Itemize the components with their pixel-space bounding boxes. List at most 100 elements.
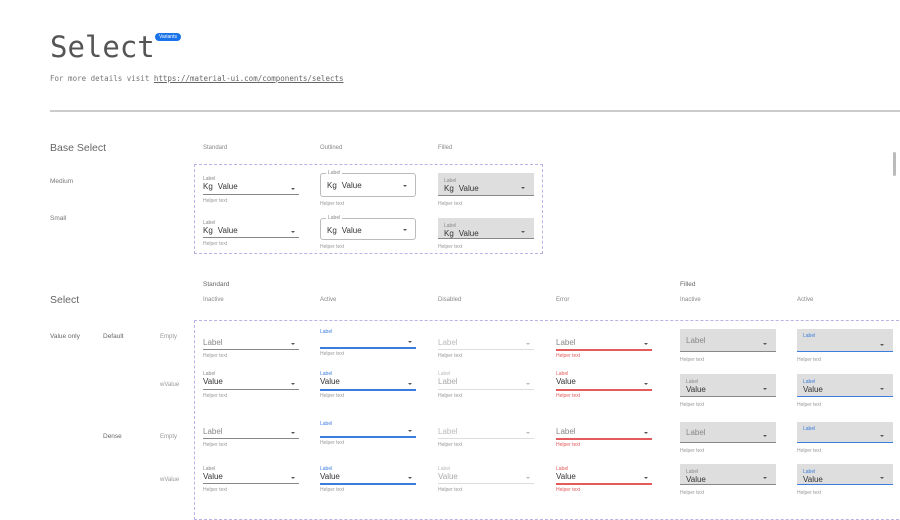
helper-text: Helper text: [203, 487, 228, 493]
select-field[interactable]: Label Helper text: [680, 329, 776, 363]
select-field[interactable]: Label Value Helper text: [797, 464, 893, 496]
select-placeholder: Label: [203, 338, 223, 347]
row-kind: Empty: [160, 434, 178, 440]
helper-text: Helper text: [320, 244, 345, 250]
helper-text: Helper text: [320, 201, 345, 207]
helper-text: Helper text: [320, 351, 345, 357]
select-field: Label Helper text: [438, 424, 534, 456]
select-field[interactable]: Label Kg Value Helper text: [203, 176, 299, 208]
select-field[interactable]: Label Value Helper text: [680, 374, 776, 408]
outline-box: [320, 218, 416, 240]
select-placeholder: Label: [438, 427, 458, 436]
dropdown-arrow-icon: [644, 383, 648, 385]
select-value: Label: [438, 377, 458, 386]
select-field[interactable]: Label Helper text: [320, 421, 416, 454]
filled-box: [797, 422, 893, 443]
select-value: Value: [438, 472, 458, 481]
value-text: Value: [320, 472, 340, 481]
variants-badge: Variants: [155, 33, 181, 41]
subtitle-text: For more details visit: [50, 74, 154, 83]
dropdown-arrow-icon: [408, 383, 412, 385]
base-select-heading: Base Select: [50, 142, 107, 154]
select-placeholder: Label: [686, 427, 706, 437]
base-row-small: Small: [50, 215, 67, 222]
row-kind: wValue: [160, 382, 180, 388]
select-field[interactable]: Label Helper text: [797, 422, 893, 454]
select-field[interactable]: Label Helper text: [203, 424, 299, 456]
dropdown-arrow-icon: [403, 184, 407, 187]
select-field[interactable]: Label Helper text: [556, 332, 652, 364]
select-field[interactable]: Label Kg Value Helper text: [438, 173, 534, 207]
value-text: Value: [341, 181, 362, 190]
select-field[interactable]: Label Kg Value Helper text: [320, 215, 416, 250]
col-standard-inactive: Inactive: [203, 297, 224, 303]
scrollbar-thumb[interactable]: [893, 152, 896, 176]
select-label: Label: [203, 371, 216, 377]
dropdown-arrow-icon: [644, 432, 648, 434]
select-field[interactable]: Label Value Helper text: [203, 466, 299, 498]
underline: [438, 349, 534, 350]
select-label: Label: [556, 371, 569, 377]
select-field[interactable]: Label Value Helper text: [203, 371, 299, 403]
select-field[interactable]: Label Helper text: [680, 422, 776, 454]
select-field[interactable]: Label Value Helper text: [680, 464, 776, 496]
select-field[interactable]: Label Value Helper text: [320, 371, 416, 403]
helper-text: Helper text: [556, 353, 581, 359]
select-value: Value: [556, 472, 576, 481]
select-value: Kg Value: [444, 184, 479, 193]
select-value: Value: [803, 385, 823, 394]
helper-text: Helper text: [203, 241, 228, 247]
group-standard: Standard: [203, 281, 230, 288]
unit-prefix: Kg: [203, 226, 213, 235]
select-heading: Select: [50, 294, 80, 306]
helper-text: Helper text: [203, 393, 228, 399]
select-label: Label: [556, 466, 569, 472]
select-field: Label Label Helper text: [438, 371, 534, 403]
select-field[interactable]: Label Value Helper text: [556, 466, 652, 498]
select-field[interactable]: Label Value Helper text: [320, 466, 416, 498]
col-standard-active: Active: [320, 297, 337, 303]
page-subtitle: For more details visit https://material-…: [50, 74, 344, 83]
helper-text: Helper text: [556, 393, 581, 399]
select-field[interactable]: Label Value Helper text: [797, 374, 893, 408]
dropdown-arrow-icon: [521, 186, 525, 189]
underline: [320, 483, 416, 485]
helper-text: Helper text: [680, 490, 705, 496]
select-field[interactable]: Label Kg Value Helper text: [438, 218, 534, 250]
dropdown-arrow-icon: [526, 383, 530, 385]
filled-box: [680, 374, 776, 397]
select-value: Kg Value: [444, 229, 479, 238]
helper-text: Helper text: [320, 440, 345, 446]
select-field[interactable]: Label Helper text: [797, 329, 893, 363]
docs-link[interactable]: https://material-ui.com/components/selec…: [153, 74, 344, 83]
select-field[interactable]: Label Value Helper text: [556, 371, 652, 403]
select-value: Value: [320, 472, 340, 481]
select-field[interactable]: Label Helper text: [556, 424, 652, 456]
select-value: Value: [203, 472, 223, 481]
dropdown-arrow-icon: [408, 430, 412, 432]
underline: [203, 389, 299, 390]
helper-text: Helper text: [438, 442, 463, 448]
select-value: Kg Value: [203, 182, 238, 191]
select-label: Label: [438, 371, 451, 377]
unit-prefix: Kg: [327, 226, 337, 235]
select-value: Kg Value: [203, 226, 238, 235]
dropdown-arrow-icon: [644, 477, 648, 479]
dropdown-arrow-icon: [291, 477, 295, 479]
value-text: Value: [217, 182, 238, 191]
underline: [203, 237, 299, 238]
select-field[interactable]: Label Kg Value Helper text: [320, 170, 416, 207]
select-field[interactable]: Label Helper text: [203, 332, 299, 364]
select-field: Label Value Helper text: [438, 466, 534, 498]
filled-box: [797, 329, 893, 352]
select-field[interactable]: Label Kg Value Helper text: [203, 220, 299, 252]
helper-text: Helper text: [680, 402, 705, 408]
page-title: Select: [50, 30, 155, 64]
value-text: Value: [203, 472, 223, 481]
underline: [556, 438, 652, 440]
underline: [438, 438, 534, 439]
base-col-outlined: Outlined: [320, 145, 343, 151]
select-field[interactable]: Label Helper text: [320, 329, 416, 362]
dropdown-arrow-icon: [644, 343, 648, 345]
helper-text: Helper text: [438, 487, 463, 493]
